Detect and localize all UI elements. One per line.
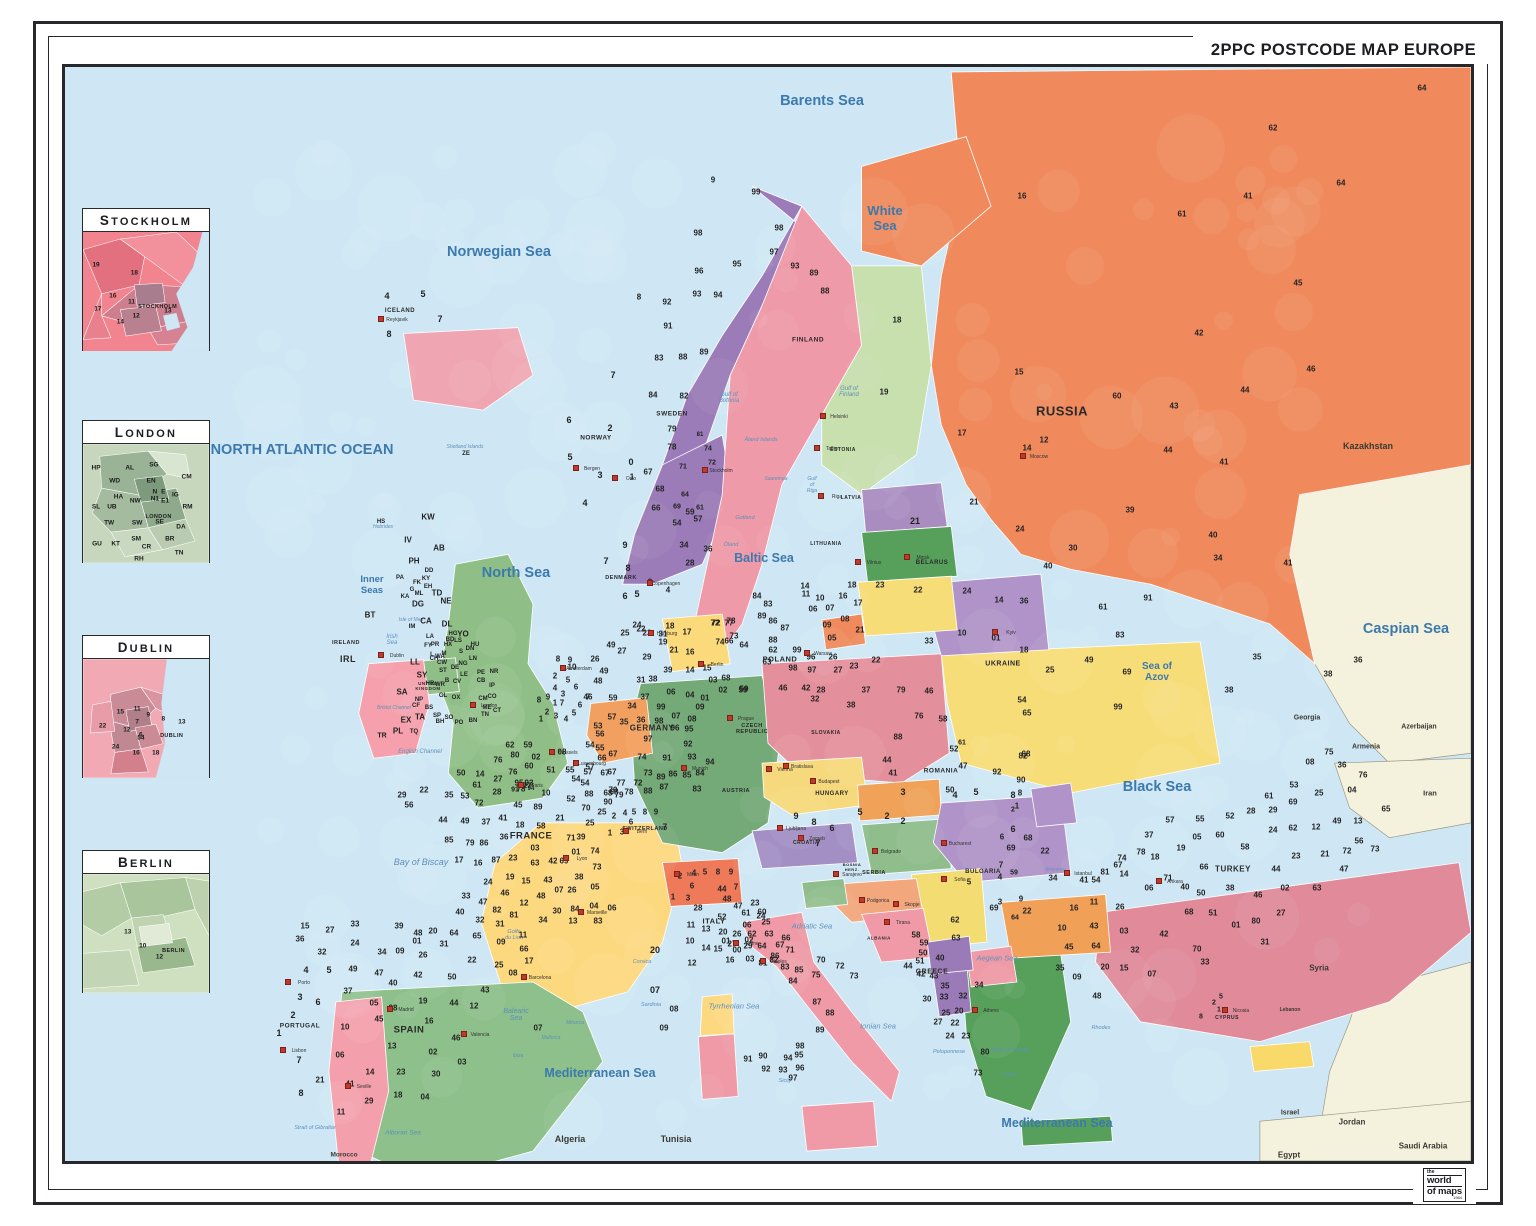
frame-middle <box>48 36 1488 1190</box>
inset-postcode-label: 24 <box>112 743 120 751</box>
inset-postcode-label: 12 <box>155 953 164 961</box>
inset-postcode-label: 16 <box>132 749 140 757</box>
inset-title-stockholm: STOCKHOLM <box>83 209 209 232</box>
inset-postcode-label: 12 <box>123 726 131 734</box>
inset-postcode-label: RH <box>134 555 144 563</box>
logo-box: the world of maps 1984 <box>1422 1168 1466 1202</box>
publisher-logo: the world of maps 1984 <box>1412 1166 1476 1204</box>
inset-title-london: LONDON <box>83 421 209 444</box>
inset-postcode-label: KT <box>111 540 120 548</box>
inset-postcode-label: SE <box>155 518 164 526</box>
inset-body-dublin: 15 11 9 8 22 12 7 6 54 24 16 18 13 DUBLIN <box>83 659 209 778</box>
inset-body-stockholm: 19 18 16 11 17 12 14 13 STOCKHOLM <box>83 232 209 351</box>
inset-postcode-label: N1 <box>150 495 160 503</box>
inset-postcode-label: HP <box>91 464 101 472</box>
inset-map-berlin <box>83 874 209 993</box>
logo-line3: of maps <box>1426 1185 1462 1197</box>
inset-city-label: BERLIN <box>162 947 185 954</box>
inset-postcode-label: TW <box>104 519 115 527</box>
inset-postcode-label: BR <box>165 535 175 543</box>
inset-postcode-label: 22 <box>98 722 107 730</box>
inset-postcode-label: SM <box>131 535 142 543</box>
inset-title-text: STOCKHOLM <box>99 212 193 228</box>
inset-city-label: LONDON <box>145 514 172 521</box>
map-svg <box>65 67 1471 1161</box>
inset-postcode-label: 54 <box>137 734 145 742</box>
inset-title-text: BERLIN <box>118 854 174 870</box>
inset-title-berlin: BERLIN <box>83 851 209 874</box>
inset-city-label: DUBLIN <box>160 732 184 739</box>
inset-postcode-label: CM <box>181 473 192 481</box>
inset-postcode-label: RM <box>182 503 193 511</box>
map-frame: Barents Sea White Sea Norwegian Sea NORTH A… <box>62 64 1474 1164</box>
inset-map-london <box>83 444 209 563</box>
inset-postcode-label: DA <box>176 523 186 531</box>
inset-postcode-label: UB <box>107 503 117 511</box>
inset-postcode-label: IG <box>171 491 179 499</box>
poster-title-block: 2PPC POSTCODE MAP EUROPE <box>1192 36 1488 64</box>
inset-body-berlin: 13 10 12 BERLIN <box>83 874 209 993</box>
inset-panel-dublin[interactable]: DUBLIN 15 11 9 8 22 12 7 6 54 24 16 18 13 DUBLIN <box>82 635 210 778</box>
inset-title-dublin: DUBLIN <box>83 636 209 659</box>
inset-postcode-label: SW <box>131 519 143 527</box>
inset-title-text: LONDON <box>114 424 178 440</box>
inset-postcode-label: GU <box>92 540 102 548</box>
logo-line1: the <box>1426 1169 1435 1175</box>
inset-postcode-label: E <box>161 488 166 496</box>
inset-postcode-label: EN <box>146 477 156 485</box>
inset-postcode-label: 17 <box>94 305 102 313</box>
inset-postcode-label: 10 <box>139 942 147 950</box>
inset-postcode-label: CR <box>141 543 152 551</box>
inset-postcode-label: 13 <box>178 718 186 726</box>
inset-postcode-label: 19 <box>92 261 100 269</box>
inset-postcode-label: 9 <box>146 711 151 719</box>
inset-postcode-label: 16 <box>109 292 117 300</box>
inset-postcode-label: 6 <box>139 731 143 739</box>
inset-panel-stockholm[interactable]: STOCKHOLM 19 18 16 11 17 12 14 13 STOCKHOLM <box>82 208 210 351</box>
page-title: 2PPC POSTCODE MAP EUROPE <box>1210 40 1476 59</box>
inset-postcode-label: AL <box>125 464 134 472</box>
inset-postcode-label: 11 <box>133 705 141 713</box>
logo-line2: world <box>1426 1175 1462 1187</box>
inset-panel-berlin[interactable]: BERLIN 13 10 12 BERLIN <box>82 850 210 993</box>
inset-city-label: STOCKHOLM <box>138 303 178 310</box>
inset-postcode-label: WD <box>109 477 121 485</box>
inset-postcode-label: 12 <box>132 312 140 320</box>
inset-map-dublin <box>83 659 209 778</box>
inset-postcode-label: 14 <box>116 318 124 326</box>
inset-panel-london[interactable]: LONDON HP AL SG CM WD EN HA N E IG NW N1 E1 RM SL UB TW SW… <box>82 420 210 563</box>
inset-postcode-label: 8 <box>161 715 166 723</box>
inset-map-stockholm <box>83 232 209 351</box>
inset-postcode-label: 13 <box>124 928 132 936</box>
inset-postcode-label: 15 <box>116 708 124 716</box>
inset-postcode-label: E1 <box>161 497 170 505</box>
inset-postcode-label: 18 <box>130 269 138 277</box>
inset-postcode-label: HA <box>113 493 124 501</box>
inset-postcode-label: 7 <box>135 718 139 726</box>
inset-postcode-label: SG <box>149 461 159 469</box>
inset-postcode-label: 11 <box>128 298 135 306</box>
inset-postcode-label: SL <box>91 503 101 511</box>
logo-sub: 1984 <box>1453 1195 1462 1200</box>
inset-body-london: HP AL SG CM WD EN HA N E IG NW N1 E1 RM SL UB TW SW SE DA GU… <box>83 444 209 563</box>
inset-postcode-label: 13 <box>164 307 172 315</box>
inset-postcode-label: N <box>152 488 158 496</box>
inset-postcode-label: TN <box>174 549 184 557</box>
inset-title-text: DUBLIN <box>117 639 175 655</box>
europe-map[interactable] <box>65 67 1471 1161</box>
inset-postcode-label: 18 <box>152 749 160 757</box>
inset-postcode-label: NW <box>129 497 141 505</box>
frame-outer <box>33 21 1503 1205</box>
